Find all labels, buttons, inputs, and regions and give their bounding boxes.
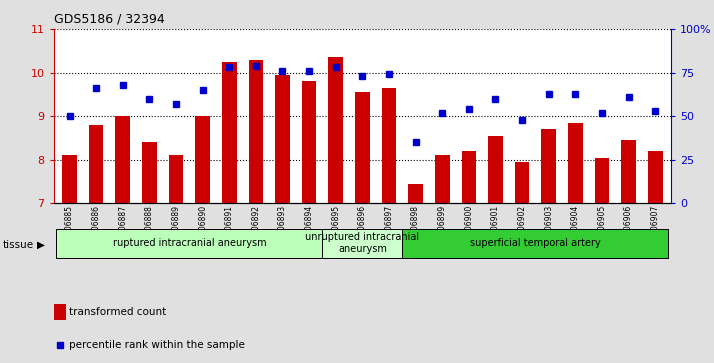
- Bar: [116, 116, 130, 203]
- Text: ▶: ▶: [37, 240, 45, 250]
- FancyBboxPatch shape: [323, 229, 402, 258]
- Bar: [488, 136, 503, 203]
- Bar: [89, 125, 104, 203]
- Bar: [302, 81, 316, 203]
- FancyBboxPatch shape: [56, 229, 323, 258]
- FancyBboxPatch shape: [402, 229, 668, 258]
- Text: percentile rank within the sample: percentile rank within the sample: [69, 340, 245, 350]
- Bar: [62, 155, 77, 203]
- Bar: [435, 155, 450, 203]
- Bar: [515, 162, 529, 203]
- Bar: [142, 142, 156, 203]
- Text: GDS5186 / 32394: GDS5186 / 32394: [54, 13, 164, 26]
- Bar: [382, 88, 396, 203]
- Bar: [275, 75, 290, 203]
- Bar: [355, 92, 370, 203]
- Bar: [169, 155, 183, 203]
- Text: ruptured intracranial aneurysm: ruptured intracranial aneurysm: [113, 238, 266, 248]
- Bar: [541, 129, 556, 203]
- Text: unruptured intracranial
aneurysm: unruptured intracranial aneurysm: [306, 232, 419, 254]
- Bar: [222, 62, 236, 203]
- Text: superficial temporal artery: superficial temporal artery: [470, 238, 600, 248]
- Bar: [648, 151, 663, 203]
- Bar: [568, 123, 583, 203]
- Bar: [248, 60, 263, 203]
- Bar: [408, 184, 423, 203]
- Bar: [461, 151, 476, 203]
- Bar: [595, 158, 609, 203]
- Bar: [621, 140, 636, 203]
- Bar: [328, 57, 343, 203]
- Text: tissue: tissue: [3, 240, 34, 250]
- Text: transformed count: transformed count: [69, 307, 166, 317]
- Bar: [196, 116, 210, 203]
